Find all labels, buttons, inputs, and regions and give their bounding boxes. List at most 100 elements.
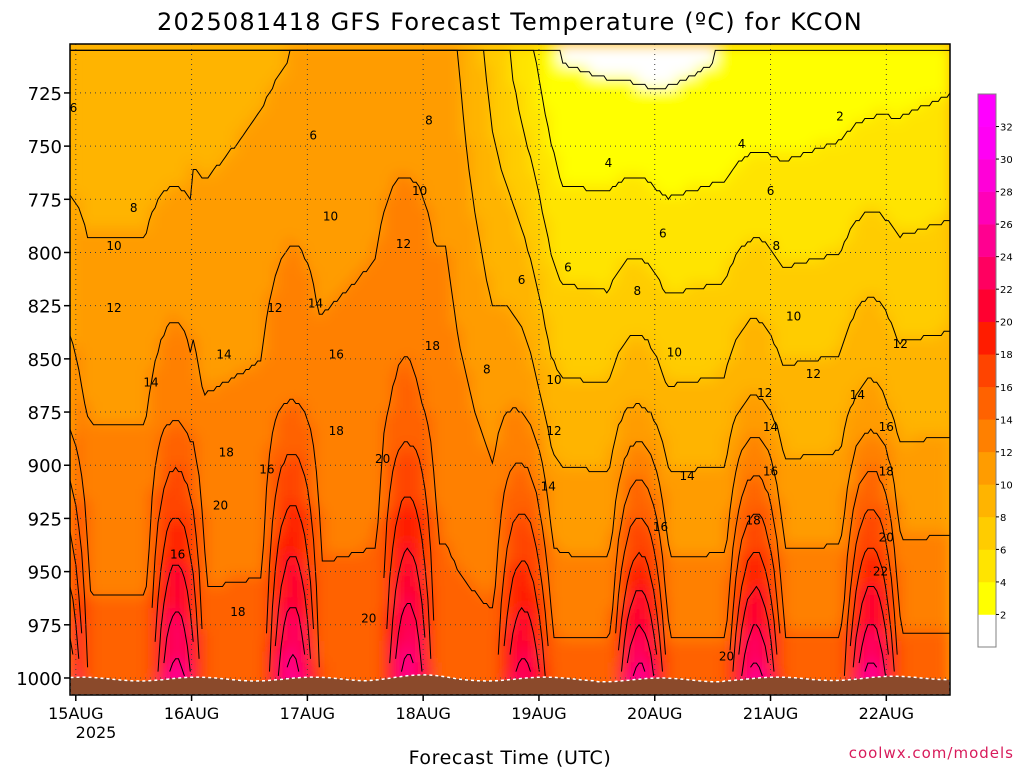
field-cell: [177, 206, 188, 219]
field-cell: [304, 629, 316, 642]
field-cell: [79, 391, 91, 403]
field-cell: [197, 217, 208, 230]
field-cell: [637, 141, 648, 154]
field-cell: [158, 195, 169, 208]
field-cell: [529, 619, 540, 631]
field-cell: [646, 564, 658, 577]
field-cell: [754, 369, 765, 381]
field-cell: [754, 380, 765, 392]
field-cell: [695, 434, 707, 447]
field-cell: [832, 261, 844, 273]
field-cell: [304, 575, 316, 588]
field-cell: [334, 510, 345, 522]
field-cell: [138, 358, 149, 371]
field-cell: [265, 326, 276, 338]
field-cell: [363, 141, 374, 154]
field-cell: [764, 130, 775, 143]
field-cell: [705, 109, 716, 121]
field-cell: [343, 619, 355, 631]
field-cell: [128, 640, 140, 653]
field-cell: [373, 553, 384, 566]
field-cell: [666, 336, 677, 349]
field-cell: [353, 456, 364, 468]
field-cell: [402, 119, 413, 132]
field-cell: [89, 163, 100, 175]
field-cell: [158, 130, 169, 143]
field-cell: [617, 412, 628, 425]
field-cell: [764, 109, 775, 121]
field-cell: [422, 445, 433, 457]
field-cell: [236, 629, 247, 642]
field-cell: [822, 673, 834, 685]
field-cell: [412, 412, 423, 425]
field-cell: [324, 586, 335, 598]
field-cell: [588, 54, 599, 67]
field-cell: [197, 499, 208, 512]
field-cell: [822, 109, 834, 121]
field-cell: [676, 543, 687, 555]
field-cell: [226, 467, 237, 479]
field-cell: [676, 217, 687, 230]
field-cell: [461, 239, 472, 251]
field-cell: [412, 575, 423, 588]
field-cell: [813, 282, 824, 295]
field-cell: [646, 282, 658, 295]
field-cell: [529, 293, 540, 305]
field-cell: [832, 608, 844, 620]
field-cell: [666, 412, 677, 425]
field-cell: [138, 87, 149, 99]
field-cell: [822, 250, 834, 262]
field-cell: [480, 109, 492, 121]
field-cell: [598, 434, 609, 447]
field-cell: [334, 185, 345, 197]
field-cell: [109, 651, 120, 664]
field-cell: [373, 434, 384, 447]
field-cell: [138, 499, 149, 512]
field-cell: [70, 532, 81, 544]
field-cell: [695, 369, 707, 381]
field-cell: [656, 261, 668, 273]
field-cell: [715, 510, 726, 522]
field-cell: [676, 185, 687, 197]
field-cell: [588, 434, 599, 447]
field-cell: [783, 553, 795, 566]
field-cell: [832, 423, 844, 436]
field-cell: [519, 564, 531, 577]
field-cell: [353, 488, 364, 501]
field-cell: [441, 195, 452, 208]
field-cell: [842, 434, 853, 447]
field-cell: [803, 575, 814, 588]
field-cell: [158, 282, 169, 295]
field-cell: [852, 586, 863, 598]
field-cell: [715, 44, 726, 56]
field-cell: [304, 586, 316, 598]
field-cell: [79, 564, 91, 577]
field-cell: [246, 510, 257, 522]
field-cell: [285, 640, 296, 653]
field-cell: [412, 543, 423, 555]
field-cell: [275, 109, 286, 121]
field-cell: [754, 434, 765, 447]
field-cell: [656, 239, 668, 251]
field-cell: [285, 315, 296, 327]
field-cell: [783, 391, 795, 403]
field-cell: [480, 185, 492, 197]
field-cell: [774, 586, 785, 598]
field-cell: [363, 87, 374, 99]
field-cell: [382, 271, 394, 284]
field-cell: [441, 336, 452, 349]
field-cell: [334, 293, 345, 305]
field-cell: [607, 629, 619, 642]
field-cell: [79, 369, 91, 381]
field-cell: [490, 304, 501, 316]
field-cell: [373, 98, 384, 110]
field-cell: [392, 521, 404, 533]
field-cell: [158, 391, 169, 403]
field-cell: [480, 391, 492, 403]
field-cell: [793, 347, 804, 360]
field-cell: [490, 369, 501, 381]
field-cell: [382, 65, 394, 78]
field-cell: [402, 261, 413, 273]
field-cell: [568, 98, 580, 110]
field-cell: [558, 380, 570, 392]
